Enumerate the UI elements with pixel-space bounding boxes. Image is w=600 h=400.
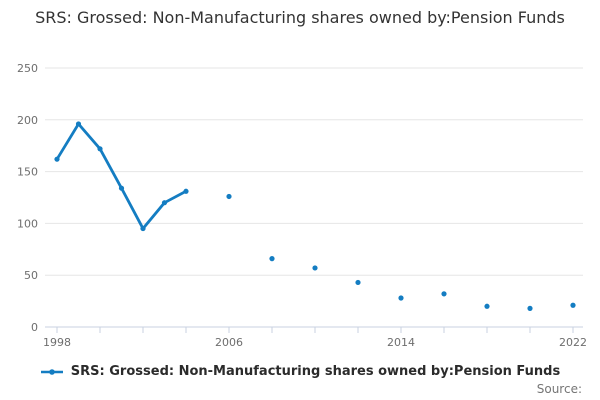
legend[interactable]: SRS: Grossed: Non-Manufacturing shares o… (0, 364, 600, 379)
x-axis-tick-label: 2014 (387, 336, 415, 349)
data-point[interactable] (54, 156, 60, 162)
x-axis-tick-label: 2006 (215, 336, 243, 349)
legend-label: SRS: Grossed: Non-Manufacturing shares o… (70, 364, 561, 379)
y-axis-tick-label: 0 (31, 321, 38, 334)
y-axis-tick-label: 200 (17, 114, 38, 127)
y-axis-tick-label: 50 (24, 269, 38, 282)
data-point[interactable] (75, 121, 82, 127)
data-point[interactable] (570, 302, 576, 308)
legend-dot (48, 368, 55, 375)
data-point[interactable] (355, 279, 361, 286)
x-axis-tick-label: 1998 (43, 336, 71, 349)
data-point[interactable] (398, 295, 404, 301)
data-point[interactable] (97, 146, 103, 152)
data-point[interactable] (484, 303, 490, 309)
data-point[interactable] (183, 188, 189, 194)
data-point[interactable] (140, 225, 146, 232)
data-point[interactable] (312, 265, 318, 271)
data-point[interactable] (161, 200, 168, 206)
data-point[interactable] (226, 193, 232, 200)
data-point[interactable] (441, 291, 447, 297)
x-axis-tick-label: 2022 (559, 336, 587, 349)
series-line (55, 122, 188, 230)
y-axis-tick-label: 150 (17, 166, 38, 179)
data-point[interactable] (269, 256, 275, 262)
legend-marker-icon (40, 368, 63, 375)
source-label: Source: (536, 382, 582, 396)
data-point[interactable] (118, 185, 125, 191)
data-point[interactable] (527, 305, 533, 311)
chart-title: SRS: Grossed: Non-Manufacturing shares o… (35, 8, 565, 27)
plot-svg: 0 50 100 150 200 250 1998 2006 2014 2022 (17, 62, 587, 349)
y-axis-tick-label: 100 (17, 217, 38, 230)
y-axis-tick-label: 250 (17, 62, 38, 75)
